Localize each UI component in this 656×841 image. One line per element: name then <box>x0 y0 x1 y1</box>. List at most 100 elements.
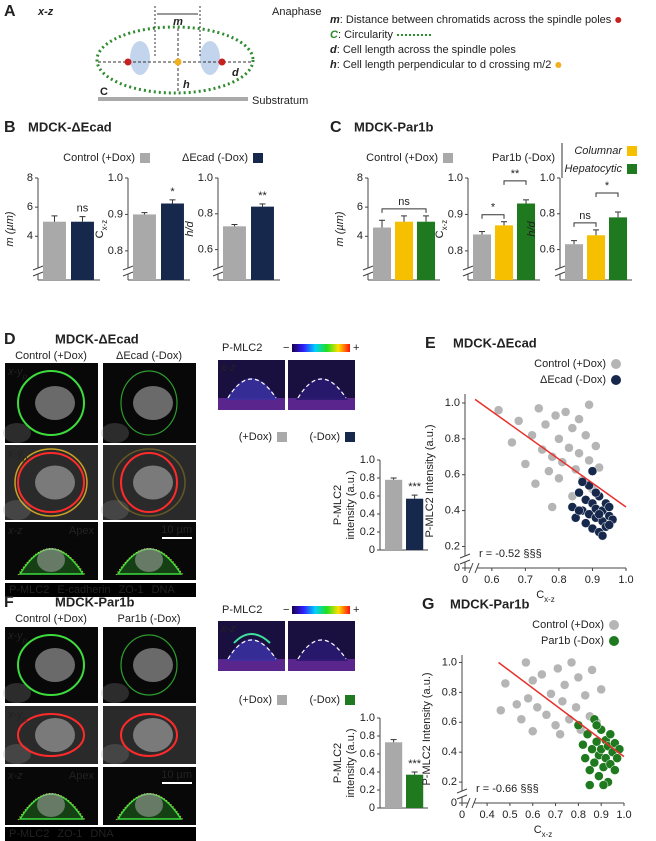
legend-label: Columnar <box>574 145 623 157</box>
bar <box>587 235 606 280</box>
c-label: C <box>100 86 108 98</box>
panel-title: MDCK-ΔEcad <box>28 119 112 134</box>
row-label-part: p <box>22 636 28 645</box>
point <box>578 739 588 750</box>
chromatid <box>130 41 150 75</box>
y-tick-label: 0.2 <box>442 776 457 788</box>
y-tick-label: 1.0 <box>442 656 457 668</box>
y-tick-label: 0.8 <box>442 686 457 698</box>
bar <box>385 742 403 808</box>
annotation: r = -0.66 §§§ <box>476 783 539 795</box>
view-label: x-z <box>220 362 236 374</box>
legend-text-part: : Cell length across the spindle poles <box>337 44 517 56</box>
row-label-part: p <box>22 715 28 724</box>
axis-break <box>363 268 373 274</box>
legend-marker <box>611 359 621 369</box>
bar <box>71 221 94 280</box>
heatmap-outline <box>297 378 347 399</box>
panel-letter: G <box>422 596 434 613</box>
channel-label: ZO-1 <box>119 584 144 596</box>
significance-bracket <box>503 180 527 185</box>
point <box>527 726 538 736</box>
legend-label: Par1b (-Dox) <box>541 635 604 647</box>
point <box>530 478 541 489</box>
legend-swatch <box>253 153 263 163</box>
x-tick-label: 0.8 <box>551 574 566 586</box>
bar <box>473 234 492 280</box>
row-label-part: x-y <box>7 366 24 378</box>
heatmap-outline <box>297 639 347 660</box>
y-axis-label: P-MLC2 Intensity (a.u.) <box>424 424 436 537</box>
y-tick-label: 4 <box>27 230 33 242</box>
axis-break <box>362 265 374 271</box>
significance: *** <box>408 481 422 493</box>
axis-break <box>459 553 471 559</box>
point <box>604 502 614 512</box>
significance: ** <box>258 190 267 202</box>
point <box>496 705 506 716</box>
axis-break <box>212 265 224 271</box>
y-axis-label: intensity (a.u.) <box>345 728 357 797</box>
y-tick-label: 0.4 <box>445 505 460 517</box>
y-tick-label: 8 <box>27 172 33 184</box>
channel-label: ZO-1 <box>57 828 82 840</box>
legend-text: h: Cell length perpendicular to d crossi… <box>330 59 551 71</box>
cell-cortex <box>120 452 178 513</box>
point <box>546 689 556 699</box>
x-axis-label-part: x-z <box>542 830 553 839</box>
bar <box>406 498 424 550</box>
significance: *** <box>408 758 422 770</box>
panel-title: MDCK-Par1b <box>354 119 434 134</box>
adherens <box>14 448 88 517</box>
y-axis-label: Cx-z <box>94 220 109 239</box>
point <box>585 765 595 775</box>
y-tick-label: 0 <box>369 544 375 556</box>
legend-text: m: Distance between chromatids across th… <box>330 14 612 26</box>
legend-swatch <box>627 164 637 174</box>
row-label-part: x-y <box>7 448 24 460</box>
bar <box>609 217 628 280</box>
y-axis-label: P-MLC2 Intensity (a.u.) <box>421 672 433 785</box>
point <box>560 407 571 417</box>
colorbar <box>292 344 350 352</box>
apex-label: Apex <box>69 770 95 782</box>
dna <box>37 548 65 572</box>
channel-label: E-cadherin <box>57 584 110 596</box>
y-tick-label: 0.8 <box>540 208 555 220</box>
legend-dot <box>615 17 622 23</box>
y-axis-label: m (µm) <box>4 211 16 246</box>
legend-text-part: C <box>330 29 339 41</box>
row-label: x-yp <box>7 448 28 463</box>
y-tick-label: 0.4 <box>360 508 375 520</box>
point <box>532 702 543 713</box>
heatmap-cell <box>226 639 278 661</box>
colorbar <box>292 606 350 614</box>
neighbor <box>101 744 129 764</box>
phase-label: Anaphase <box>272 6 322 18</box>
point <box>521 657 531 668</box>
cell-nucleus <box>133 386 173 420</box>
point <box>585 780 595 790</box>
cell-cortex <box>120 713 178 757</box>
heatmap-outline <box>227 639 277 660</box>
x-axis-label: Cx-z <box>534 824 553 839</box>
bar <box>223 226 246 280</box>
point <box>550 410 561 421</box>
row-label: x-yp <box>7 709 28 724</box>
y-tick-label: 1.0 <box>540 172 555 184</box>
y-axis-label-part: h/d <box>184 220 196 236</box>
y-tick-label: 1.0 <box>108 172 123 184</box>
row-label-part: p <box>22 372 28 381</box>
row-label-part: x-z <box>7 525 23 537</box>
axis-break <box>32 271 44 277</box>
axis-break <box>468 562 474 574</box>
cell-nucleus <box>35 465 75 500</box>
point <box>591 720 602 731</box>
point <box>554 434 564 444</box>
panel-title: MDCK-Par1b <box>55 594 135 609</box>
axis-break <box>471 563 477 573</box>
axis-break <box>213 268 223 274</box>
axis-break <box>459 559 471 565</box>
y-axis-label-part: h/d <box>526 220 538 236</box>
axis-break <box>463 268 473 274</box>
